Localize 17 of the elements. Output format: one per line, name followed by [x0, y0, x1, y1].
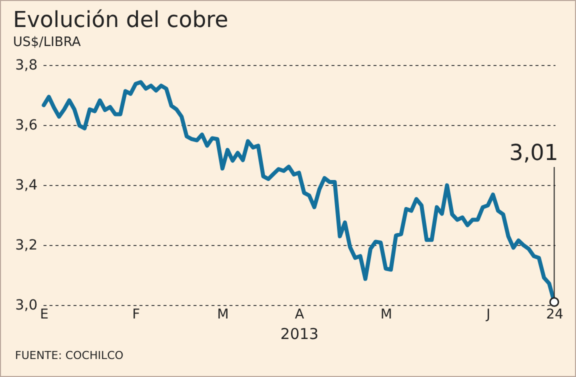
x-tick-label: A [294, 306, 305, 322]
x-tick-label: J [485, 306, 490, 322]
x-axis-title: 2013 [280, 325, 319, 343]
y-tick-label: 3,6 [15, 118, 38, 134]
y-tick-label: 3,2 [15, 238, 38, 254]
x-tick-label: E [40, 306, 49, 322]
chart-title: Evolución del cobre [13, 8, 228, 33]
source-note: FUENTE: COCHILCO [15, 349, 124, 362]
annotation: 3,01 [509, 141, 558, 166]
x-tick-label: M [217, 306, 229, 322]
chart-subtitle: US$/LIBRA [13, 35, 81, 50]
x-tick-label: F [132, 306, 140, 322]
x-tick-label: 24 [546, 306, 564, 322]
y-tick-label: 3,0 [15, 298, 38, 314]
y-tick-label: 3,8 [15, 58, 38, 74]
x-tick-label: M [380, 306, 392, 322]
y-tick-label: 3,4 [15, 178, 38, 194]
